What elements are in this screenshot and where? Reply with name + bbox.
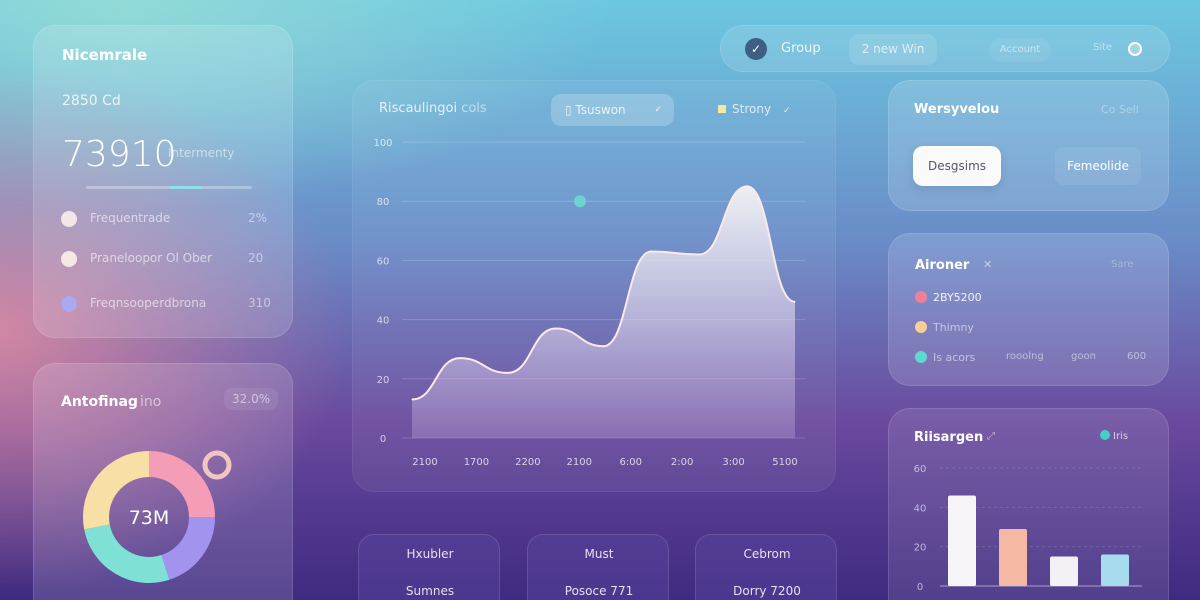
primary-button[interactable]: Desgsims bbox=[913, 146, 1001, 186]
donut-segment[interactable] bbox=[83, 451, 150, 530]
line-chart-card: Riscaulingoi cols ▯ Tsuswon ✓ Strony ✓ bbox=[352, 80, 836, 492]
stat-value: Dorry 7200 bbox=[733, 584, 801, 598]
overview-item-label: Frequentrade bbox=[90, 211, 171, 225]
header-bar: ✓ Group 2 new Win Account Site bbox=[720, 25, 1170, 72]
overview-item-value: 20 bbox=[248, 251, 264, 265]
legend-card-title: Aironer bbox=[915, 258, 970, 273]
donut-card: Antofinag ino 32.0% 73M bbox=[33, 363, 293, 600]
donut-segment[interactable] bbox=[84, 523, 170, 583]
close-icon[interactable]: ✕ bbox=[983, 258, 993, 271]
donut-title: Antofinag ino bbox=[61, 394, 161, 410]
legend-item-label: Is acors bbox=[933, 351, 976, 364]
overview-progress-fill bbox=[169, 186, 203, 189]
overview-item[interactable]: Frequentrade 2% bbox=[34, 209, 294, 229]
donut-handle-icon[interactable] bbox=[202, 450, 232, 480]
actions-card: Wersyvelou Co Sell Desgsims Femeolide bbox=[888, 80, 1169, 211]
donut-center-value: 73M bbox=[129, 507, 170, 529]
donut-badge[interactable]: 32.0% bbox=[224, 388, 279, 410]
actions-title: Wersyvelou bbox=[914, 102, 1000, 117]
user-label[interactable]: Site bbox=[1093, 42, 1113, 53]
legend-card-link[interactable]: Sare bbox=[1111, 259, 1134, 270]
legend-item-label: Thimny bbox=[933, 321, 974, 334]
legend-item[interactable]: 2BY5200 bbox=[889, 291, 1170, 305]
legend-item-extra: goon bbox=[1071, 351, 1096, 362]
overview-subtitle: 2850 Cd bbox=[62, 93, 121, 109]
donut-title-suffix: ino bbox=[139, 394, 162, 410]
donut-title-text: Antofinag bbox=[61, 394, 138, 410]
stat-card[interactable]: Hxubler Sumnes bbox=[358, 534, 500, 600]
overview-item-value: 310 bbox=[248, 296, 271, 310]
overview-progress bbox=[86, 186, 252, 189]
stat-title: Must bbox=[584, 547, 614, 561]
secondary-button[interactable]: Femeolide bbox=[1055, 147, 1141, 185]
legend-item-dot bbox=[915, 351, 927, 363]
overview-item-dot bbox=[61, 296, 77, 312]
bar-chart-card: Riisargen ⤢ Iris bbox=[888, 408, 1169, 600]
overview-big-caption: Intermenty bbox=[168, 146, 235, 160]
account-chip[interactable]: Account bbox=[989, 38, 1051, 62]
stat-value: Sumnes bbox=[405, 584, 455, 598]
overview-item[interactable]: Praneloopor Ol Ober 20 bbox=[34, 249, 294, 269]
stat-card[interactable]: Cebrom Dorry 7200 bbox=[695, 534, 837, 600]
legend-card: Aironer ✕ Sare 2BY5200 Thimny Is acors ro… bbox=[888, 233, 1169, 386]
legend-item-dot bbox=[915, 291, 927, 303]
bar-chart-title: Riisargen bbox=[914, 430, 984, 445]
bar-legend-label: Iris bbox=[1113, 431, 1129, 442]
legend-item-dot bbox=[915, 321, 927, 333]
overview-item-label: Freqnsooperdbrona bbox=[90, 296, 207, 310]
stat-title: Hxubler bbox=[406, 547, 454, 561]
line-legend[interactable]: Strony ✓ bbox=[718, 102, 791, 116]
expand-icon[interactable]: ⤢ bbox=[987, 431, 995, 442]
chevron-down-icon: ✓ bbox=[654, 105, 662, 115]
donut-segment[interactable] bbox=[148, 451, 215, 518]
line-chart-title-text: Riscaulingoi bbox=[379, 101, 458, 116]
legend-item-label: 2BY5200 bbox=[933, 291, 982, 304]
overview-item-label: Praneloopor Ol Ober bbox=[90, 251, 212, 265]
line-legend-label: Strony bbox=[732, 102, 772, 116]
range-dropdown-label: Tsuswon bbox=[575, 103, 626, 117]
stat-title: Cebrom bbox=[743, 547, 791, 561]
overview-card: Nicemrale 2850 Cd 73910 Intermenty Frequ… bbox=[33, 25, 293, 338]
overview-item-dot bbox=[61, 251, 77, 267]
check-icon[interactable]: ✓ bbox=[745, 38, 767, 60]
line-chart-title: Riscaulingoi cols bbox=[379, 101, 487, 116]
actions-link[interactable]: Co Sell bbox=[1101, 103, 1139, 116]
chevron-down-icon: ✓ bbox=[783, 106, 791, 116]
overview-title: Nicemrale bbox=[62, 46, 148, 64]
donut-segment[interactable] bbox=[160, 516, 215, 580]
range-dropdown[interactable]: ▯ Tsuswon ✓ bbox=[551, 94, 674, 126]
line-chart-title-suffix: cols bbox=[461, 101, 487, 116]
stat-card[interactable]: Must Posoce 771 bbox=[527, 534, 669, 600]
search-chip[interactable]: 2 new Win bbox=[849, 34, 937, 65]
bar-legend-swatch bbox=[1100, 430, 1110, 440]
overview-item-dot bbox=[61, 211, 77, 227]
stat-value: Posoce 771 bbox=[564, 584, 634, 598]
status-label: Group bbox=[781, 41, 821, 56]
overview-big-number: 73910 bbox=[62, 134, 177, 175]
overview-item-value: 2% bbox=[248, 211, 268, 225]
legend-item-extra: 600 bbox=[1127, 351, 1147, 362]
legend-item[interactable]: Is acors rooolng goon 600 bbox=[889, 351, 1170, 365]
overview-item[interactable]: Freqnsooperdbrona 310 bbox=[34, 294, 294, 314]
bar-legend[interactable]: Iris bbox=[1100, 430, 1128, 442]
legend-swatch bbox=[718, 105, 726, 113]
donut-chart: 73M bbox=[83, 450, 232, 583]
settings-icon[interactable] bbox=[1128, 42, 1142, 56]
legend-item-extra: rooolng bbox=[1006, 351, 1044, 362]
legend-item[interactable]: Thimny bbox=[889, 321, 1170, 335]
